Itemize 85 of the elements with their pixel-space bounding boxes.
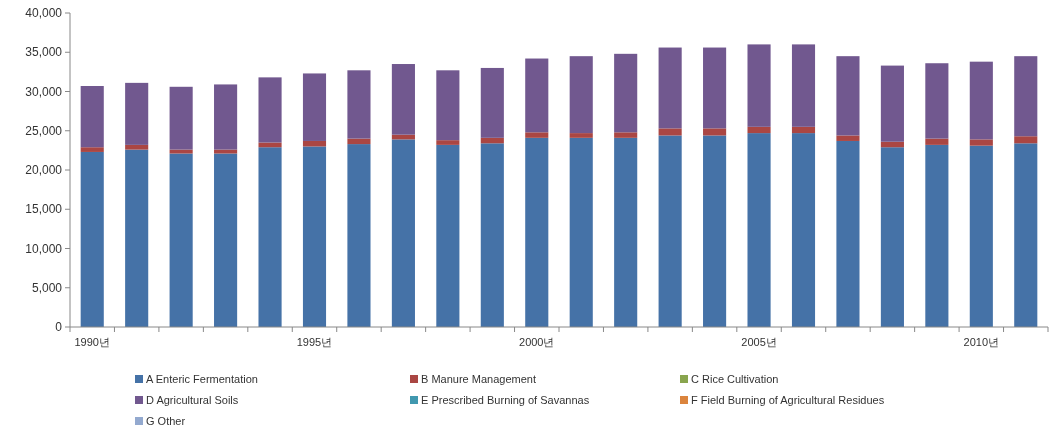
bar: [836, 140, 860, 327]
bar: [1014, 143, 1038, 327]
bar: [658, 135, 682, 327]
bar: [525, 132, 549, 138]
bar: [169, 149, 193, 154]
bar: [214, 149, 238, 154]
bar: [302, 146, 327, 327]
bar: [80, 147, 104, 152]
x-tick-label: 2005년: [741, 336, 777, 348]
bar: [969, 145, 993, 327]
bar: [791, 133, 816, 327]
bar: [125, 149, 149, 327]
bar: [969, 61, 993, 140]
bar: [569, 56, 593, 134]
bar: [80, 151, 104, 327]
bar: [614, 137, 638, 327]
y-tick-label: 40,000: [25, 6, 63, 20]
bar: [125, 144, 149, 150]
bar: [480, 137, 504, 144]
bar: [703, 128, 727, 136]
bar: [658, 47, 682, 129]
bar: [169, 86, 193, 150]
x-tick-label: 1990년: [74, 336, 110, 348]
bar: [880, 65, 904, 142]
bar: [302, 140, 327, 147]
bar: [480, 143, 504, 327]
bar: [925, 138, 949, 145]
bar: [880, 141, 904, 148]
legend-label: F Field Burning of Agricultural Residues: [691, 394, 885, 406]
bar: [347, 138, 371, 145]
bar: [969, 139, 993, 146]
legend-label: B Manure Management: [421, 373, 536, 385]
legend-label: A Enteric Fermentation: [146, 373, 258, 385]
y-tick-label: 30,000: [25, 84, 63, 99]
bar: [347, 144, 371, 327]
bar: [258, 77, 282, 143]
bar: [880, 147, 904, 327]
bar: [525, 137, 549, 327]
bar: [791, 126, 816, 134]
bar: [569, 133, 593, 138]
bar: [791, 44, 816, 127]
y-tick-label: 35,000: [25, 45, 63, 60]
bar: [1014, 56, 1038, 137]
bar: [703, 135, 727, 327]
bar: [258, 147, 282, 327]
bar: [125, 82, 149, 145]
x-tick-label: 1995년: [296, 336, 333, 348]
bar: [925, 144, 949, 327]
bar: [480, 67, 504, 138]
bar: [347, 70, 371, 139]
bar: [836, 135, 860, 141]
legend-label: C Rice Cultivation: [691, 373, 779, 385]
legend-label: E Prescribed Burning of Savannas: [421, 394, 590, 406]
bar: [436, 144, 460, 327]
x-tick-label: 2010년: [963, 336, 1000, 348]
bar: [436, 140, 460, 145]
bar: [302, 73, 327, 141]
bar: [569, 137, 593, 327]
y-tick-label: 10,000: [25, 241, 63, 256]
bar: [214, 84, 238, 150]
bar: [391, 64, 415, 135]
legend-label: G Other: [146, 415, 186, 427]
bar: [614, 132, 638, 138]
legend-label: D Agricultural Soils: [146, 394, 239, 406]
bar: [214, 153, 238, 327]
bar: [747, 133, 771, 327]
bar: [525, 58, 549, 133]
y-tick-label: 20,000: [25, 163, 63, 177]
bar: [747, 126, 771, 134]
bar: [658, 128, 682, 136]
bar: [614, 53, 638, 133]
bar: [436, 70, 460, 141]
bar: [1014, 136, 1038, 144]
y-tick-label: 25,000: [25, 123, 63, 138]
bar: [703, 47, 727, 129]
bar: [836, 56, 860, 136]
y-tick-label: 5,000: [31, 280, 63, 295]
bar: [169, 153, 193, 327]
y-tick-label: 0: [55, 320, 63, 334]
bar: [80, 86, 104, 148]
bar: [391, 139, 415, 327]
bar: [747, 44, 771, 127]
bar: [925, 63, 949, 139]
y-tick-label: 15,000: [25, 202, 63, 217]
x-tick-label: 2000년: [519, 336, 555, 348]
